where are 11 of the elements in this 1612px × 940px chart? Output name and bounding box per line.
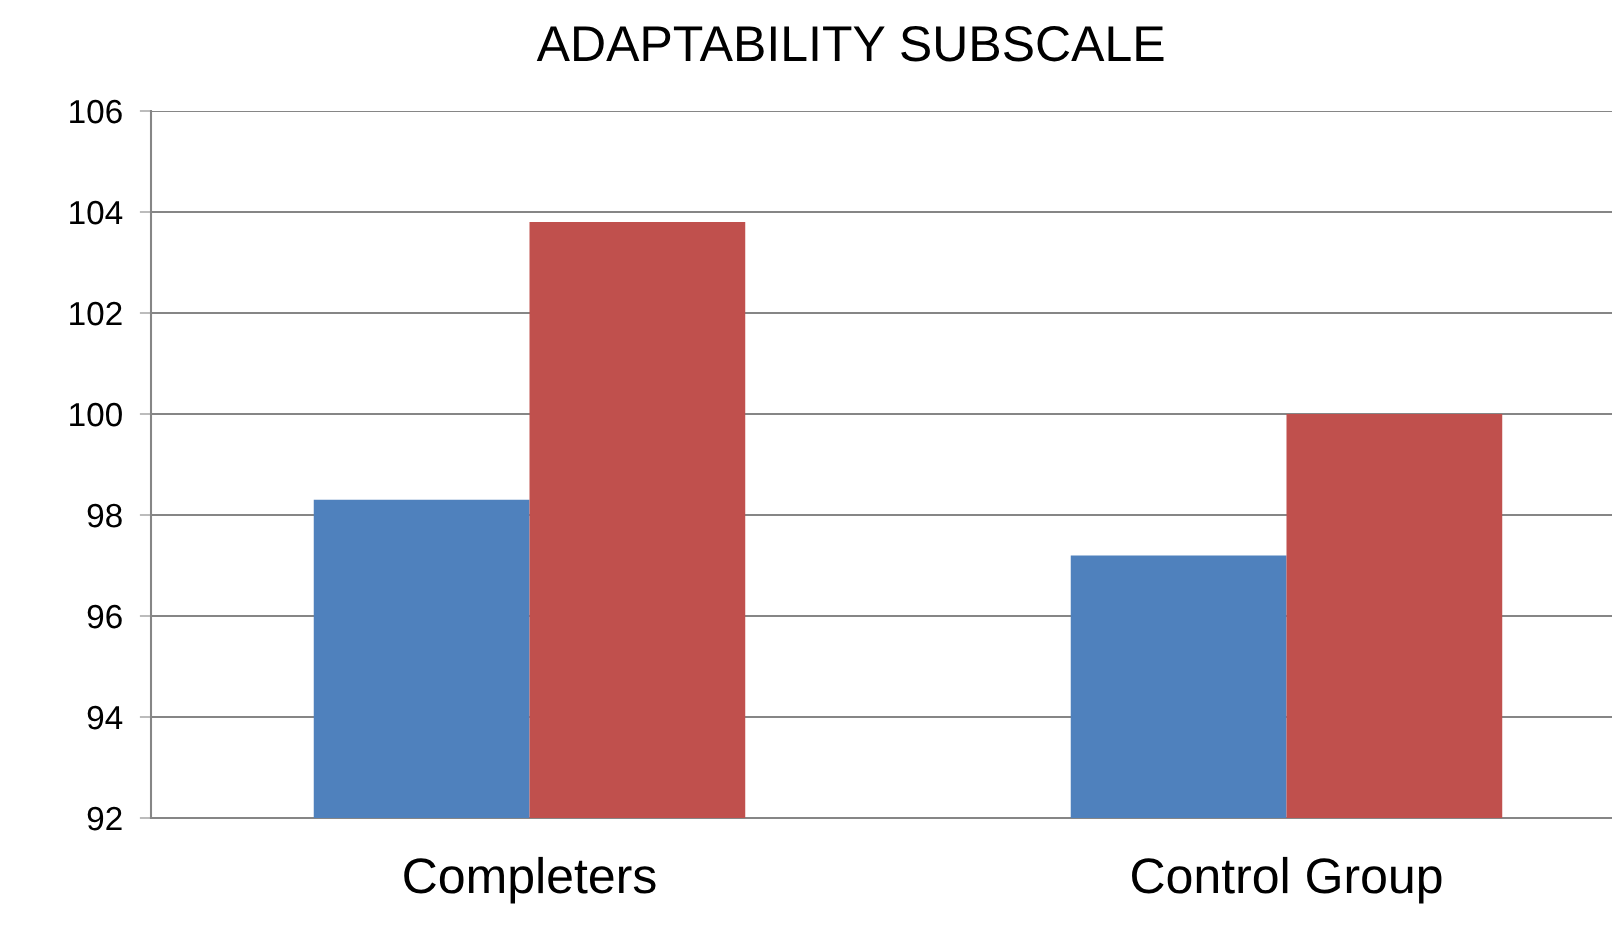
y-tick-label: 106 (70, 99, 122, 124)
y-tick-label: 92 (87, 806, 122, 831)
y-tick-label: 104 (70, 200, 123, 225)
y-tick-label: 102 (70, 301, 122, 326)
y-tick-label: 98 (87, 503, 122, 528)
chart-title: ADAPTABILITY SUBSCALE (536, 26, 1164, 62)
y-tick-label: 94 (87, 705, 123, 730)
x-tick-label: Completers (404, 856, 656, 904)
y-tick-label: 96 (87, 604, 122, 629)
x-tick-label: Control Group (1132, 856, 1442, 904)
y-tick-label: 100 (70, 402, 122, 427)
